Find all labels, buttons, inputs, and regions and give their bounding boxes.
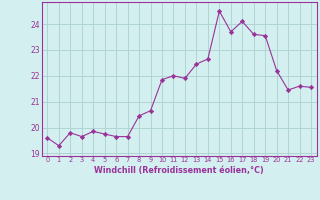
X-axis label: Windchill (Refroidissement éolien,°C): Windchill (Refroidissement éolien,°C): [94, 166, 264, 175]
